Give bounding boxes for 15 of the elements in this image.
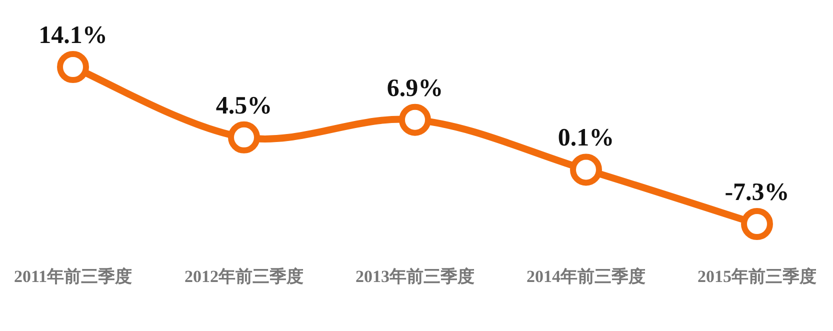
point	[399, 104, 431, 136]
x-tick-label: 2012年前三季度	[184, 267, 304, 286]
point	[570, 154, 602, 186]
x-tick-label: 2011年前三季度	[14, 267, 132, 286]
point	[741, 208, 773, 240]
x-tick-label: 2014年前三季度	[526, 267, 646, 286]
data-label: 6.9%	[386, 74, 444, 102]
data-label: -7.3%	[724, 179, 790, 206]
data-label: 4.5%	[216, 92, 272, 120]
x-tick-label: 2013年前三季度	[356, 267, 474, 286]
point	[57, 51, 89, 83]
data-label: 0.1%	[558, 124, 614, 152]
data-label: 14.1%	[38, 22, 108, 49]
point	[228, 121, 260, 154]
x-tick-label: 2015年前三季度	[698, 267, 816, 286]
